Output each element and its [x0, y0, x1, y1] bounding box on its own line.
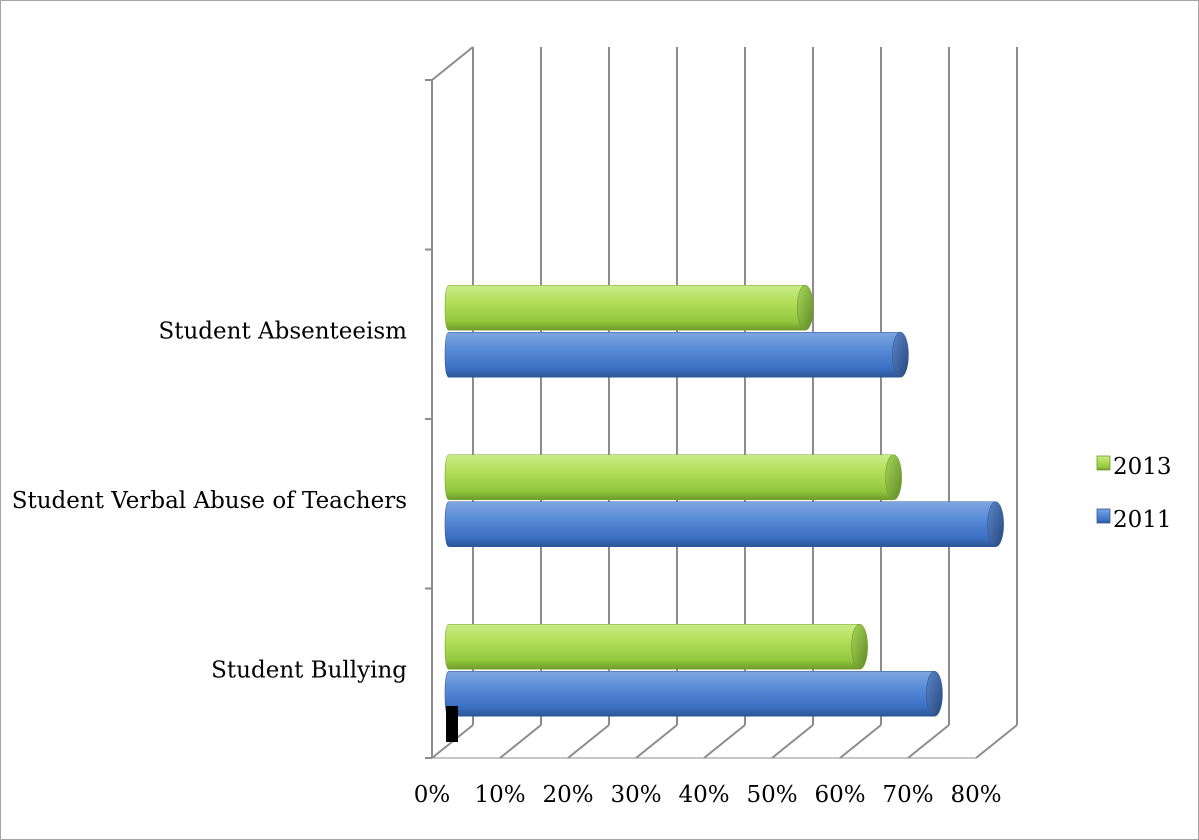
- x-tick-label: 80%: [950, 782, 1001, 808]
- x-tick-label: 0%: [414, 782, 451, 808]
- bar-2013-student-bullying: [444, 623, 868, 670]
- floor-gridline: [771, 724, 814, 759]
- category-label: Student Bullying: [211, 657, 407, 683]
- x-tick-label: 30%: [610, 782, 661, 808]
- legend-label: 2011: [1113, 507, 1172, 533]
- floor-gridline: [635, 724, 678, 759]
- x-tick-label: 50%: [746, 782, 797, 808]
- x-tick-label: 60%: [814, 782, 865, 808]
- category-label: Student Verbal Abuse of Teachers: [12, 488, 407, 514]
- x-tick-label: 40%: [678, 782, 729, 808]
- bar-2011-student-absenteeism: [444, 331, 909, 378]
- legend-item-2011: 2011: [1096, 507, 1172, 533]
- floor-gridline: [975, 724, 1018, 759]
- bar-2013-student-verbal-abuse-of-teachers: [444, 454, 902, 501]
- x-tick-label: 20%: [542, 782, 593, 808]
- origin-marker: [446, 706, 458, 742]
- legend-label: 2013: [1113, 454, 1172, 480]
- x-tick-label: 10%: [474, 782, 525, 808]
- floor-gridline: [567, 724, 610, 759]
- legend-swatch: [1096, 508, 1111, 524]
- floor-gridline: [907, 724, 950, 759]
- bar-2013-student-absenteeism: [444, 284, 814, 331]
- side-wall-top: [431, 46, 474, 81]
- floor-gridline: [703, 724, 746, 759]
- bar-2011-student-verbal-abuse-of-teachers: [444, 501, 1004, 548]
- floor-gridline: [499, 724, 542, 759]
- x-tick-label: 70%: [882, 782, 933, 808]
- legend-item-2013: 2013: [1096, 454, 1172, 480]
- category-label: Student Absenteeism: [158, 318, 407, 344]
- bar-2011-student-bullying: [444, 670, 943, 717]
- floor-gridline: [839, 724, 882, 759]
- legend-swatch: [1096, 455, 1111, 471]
